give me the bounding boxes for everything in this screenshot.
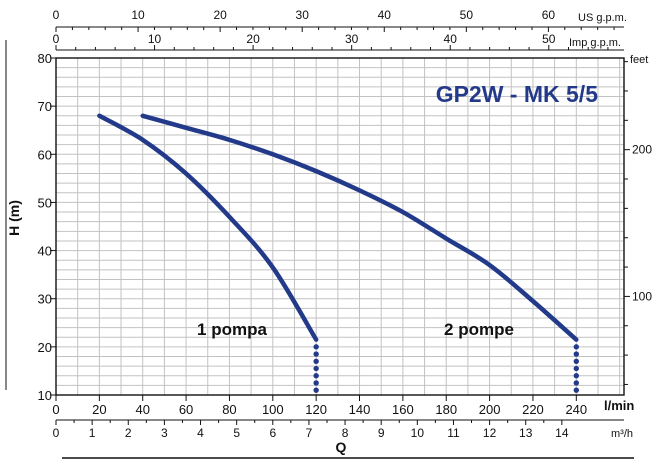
y-axis-h-ticks: 10 20 30 40 50 60 70 80 bbox=[38, 51, 56, 403]
series-label-1-pompa: 1 pompa bbox=[197, 320, 267, 339]
m3h-tick-label: 4 bbox=[197, 426, 204, 440]
y-tick-label: 40 bbox=[38, 244, 52, 259]
m3h-tick-label: 1 bbox=[89, 426, 96, 440]
x-tick-label: 200 bbox=[479, 402, 501, 417]
limit-marker-dot bbox=[313, 387, 319, 393]
x-axis-unit-lmin: l/min bbox=[604, 398, 634, 413]
x-axis-title: Q bbox=[336, 439, 347, 455]
limit-marker-dot bbox=[313, 373, 319, 379]
y-tick-label: 60 bbox=[38, 147, 52, 162]
grid-lines bbox=[56, 58, 624, 395]
y-tick-label: 50 bbox=[38, 195, 52, 210]
m3h-tick-label: 0 bbox=[53, 426, 60, 440]
m3h-tick-label: 2 bbox=[125, 426, 132, 440]
x-tick-label: 120 bbox=[305, 402, 327, 417]
limit-marker-dot bbox=[313, 365, 319, 372]
y-tick-label: 80 bbox=[38, 51, 52, 66]
x-tick-label: 60 bbox=[179, 402, 193, 417]
x-tick-label: 20 bbox=[92, 402, 106, 417]
curve-2-pompe bbox=[140, 113, 579, 342]
imp-gpm-tick-label: 40 bbox=[444, 32, 458, 46]
limit-marker-dot bbox=[313, 344, 319, 350]
y-axis-feet-ticks: 100 200 bbox=[624, 61, 652, 385]
x-axis-unit-us-gpm: US g.p.m. bbox=[578, 12, 627, 24]
m3h-tick-label: 9 bbox=[378, 426, 385, 440]
limit-marker-dot bbox=[313, 351, 319, 357]
imp-gpm-tick-label: 30 bbox=[345, 32, 359, 46]
plot-border bbox=[55, 57, 625, 396]
x-axis-imp-gpm-ticks: 0 10 20 30 40 50 bbox=[53, 32, 624, 51]
us-gpm-tick-label: 20 bbox=[213, 8, 227, 22]
x-tick-label: 80 bbox=[222, 402, 236, 417]
us-gpm-tick-label: 60 bbox=[542, 8, 556, 22]
x-tick-label: 220 bbox=[522, 402, 544, 417]
x-axis-unit-imp-gpm: Imp g.p.m. bbox=[569, 37, 621, 49]
curve-1-pompa bbox=[97, 113, 319, 342]
x-tick-label: 240 bbox=[565, 402, 587, 417]
x-tick-label: 0 bbox=[52, 402, 59, 417]
us-gpm-tick-label: 30 bbox=[296, 8, 310, 22]
limit-marker-dot bbox=[573, 373, 580, 379]
x-tick-label: 140 bbox=[349, 402, 371, 417]
y-tick-label: 70 bbox=[38, 99, 52, 114]
limit-marker-dot bbox=[573, 387, 580, 393]
imp-gpm-tick-label: 10 bbox=[148, 32, 162, 46]
feet-tick-label: 200 bbox=[632, 143, 652, 157]
us-gpm-tick-label: 50 bbox=[460, 8, 474, 22]
x-axis-m3h-ticks: 0 1 2 3 4 5 6 7 8 9 10 11 12 13 14 bbox=[53, 419, 624, 440]
m3h-tick-label: 10 bbox=[411, 426, 425, 440]
m3h-tick-label: 14 bbox=[555, 426, 569, 440]
imp-gpm-tick-label: 20 bbox=[246, 32, 260, 46]
m3h-tick-label: 11 bbox=[447, 426, 460, 440]
us-gpm-tick-label: 0 bbox=[53, 8, 60, 22]
imp-gpm-tick-label: 50 bbox=[542, 32, 556, 46]
m3h-tick-label: 7 bbox=[306, 426, 313, 440]
x-axis-us-gpm-ticks: 0 10 20 30 40 50 60 bbox=[53, 8, 624, 32]
m3h-tick-label: 3 bbox=[161, 426, 168, 440]
limit-marker-dot bbox=[313, 380, 319, 386]
x-tick-label: 180 bbox=[435, 402, 457, 417]
limit-marker-dot bbox=[573, 365, 580, 372]
x-tick-label: 100 bbox=[262, 402, 284, 417]
m3h-tick-label: 13 bbox=[519, 426, 533, 440]
limit-marker-dot bbox=[313, 358, 319, 364]
m3h-tick-label: 5 bbox=[233, 426, 240, 440]
x-tick-label: 160 bbox=[392, 402, 414, 417]
y-axis-right-unit: feet bbox=[630, 54, 648, 66]
y-axis-title: H (m) bbox=[6, 200, 22, 236]
us-gpm-tick-label: 10 bbox=[131, 8, 145, 22]
m3h-tick-label: 6 bbox=[269, 426, 276, 440]
x-axis-unit-m3h: m³/h bbox=[611, 428, 633, 440]
plot-frame bbox=[5, 40, 634, 459]
series-label-2-pompe: 2 pompe bbox=[444, 320, 514, 339]
series-curves bbox=[97, 113, 580, 393]
feet-tick-label: 100 bbox=[632, 289, 652, 303]
limit-marker-dot bbox=[573, 351, 580, 357]
limit-marker-dot bbox=[573, 344, 580, 350]
us-gpm-tick-label: 40 bbox=[378, 8, 392, 22]
x-axis-lmin-ticks: 0 20 40 60 80 100 120 140 160 180 200 220 240 bbox=[52, 395, 587, 417]
imp-gpm-tick-label: 0 bbox=[53, 32, 60, 46]
y-tick-label: 30 bbox=[38, 292, 52, 307]
y-tick-label: 10 bbox=[38, 388, 52, 403]
m3h-tick-label: 12 bbox=[483, 426, 497, 440]
limit-marker-dot bbox=[573, 380, 580, 386]
chart-title: GP2W - MK 5/5 bbox=[436, 81, 599, 107]
x-tick-label: 40 bbox=[135, 402, 149, 417]
m3h-tick-label: 8 bbox=[342, 426, 349, 440]
y-tick-label: 20 bbox=[38, 340, 52, 355]
limit-marker-dot bbox=[573, 358, 580, 364]
